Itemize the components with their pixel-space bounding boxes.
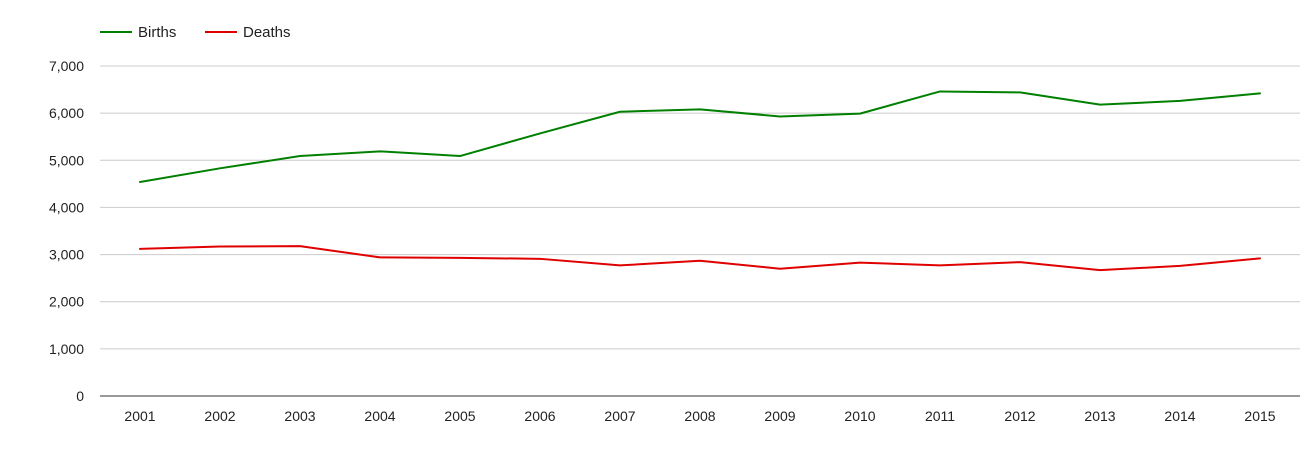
x-axis: 2001 2002 2003 2004 2005 2006 2007 2008 2009 2010… [100, 395, 1300, 424]
y-tick-label: 4,000 [49, 199, 84, 215]
legend-item-births[interactable]: Births [100, 24, 176, 41]
x-tick-label: 2015 [1244, 408, 1275, 424]
x-tick-label: 2010 [844, 408, 875, 424]
series-line-births [139, 90, 1261, 183]
legend-item-deaths[interactable]: Deaths [205, 24, 291, 41]
x-tick-label: 2014 [1164, 408, 1195, 424]
y-tick-label: 6,000 [49, 105, 84, 121]
x-tick-label: 2005 [444, 408, 475, 424]
x-tick-label: 2006 [524, 408, 555, 424]
x-tick-label: 2001 [124, 408, 155, 424]
y-tick-label: 0 [76, 388, 84, 404]
x-tick-label: 2007 [604, 408, 635, 424]
y-axis: 0 1,000 2,000 3,000 4,000 5,000 6,000 7,000 [49, 58, 84, 404]
series-lines [139, 90, 1261, 272]
y-tick-label: 1,000 [49, 341, 84, 357]
series-line-deaths [139, 245, 1261, 272]
x-tick-label: 2004 [364, 408, 395, 424]
legend-label: Births [138, 24, 176, 41]
legend: Births Deaths [100, 24, 291, 41]
y-gridlines [100, 65, 1300, 350]
legend-label: Deaths [243, 24, 291, 41]
y-tick-label: 5,000 [49, 152, 84, 168]
x-tick-label: 2013 [1084, 408, 1115, 424]
y-tick-label: 7,000 [49, 58, 84, 74]
x-tick-label: 2009 [764, 408, 795, 424]
x-tick-label: 2011 [925, 408, 955, 424]
y-tick-label: 2,000 [49, 294, 84, 310]
x-tick-label: 2008 [684, 408, 715, 424]
y-tick-label: 3,000 [49, 247, 84, 263]
x-tick-label: 2012 [1004, 408, 1035, 424]
x-tick-label: 2003 [284, 408, 315, 424]
x-tick-label: 2002 [204, 408, 235, 424]
